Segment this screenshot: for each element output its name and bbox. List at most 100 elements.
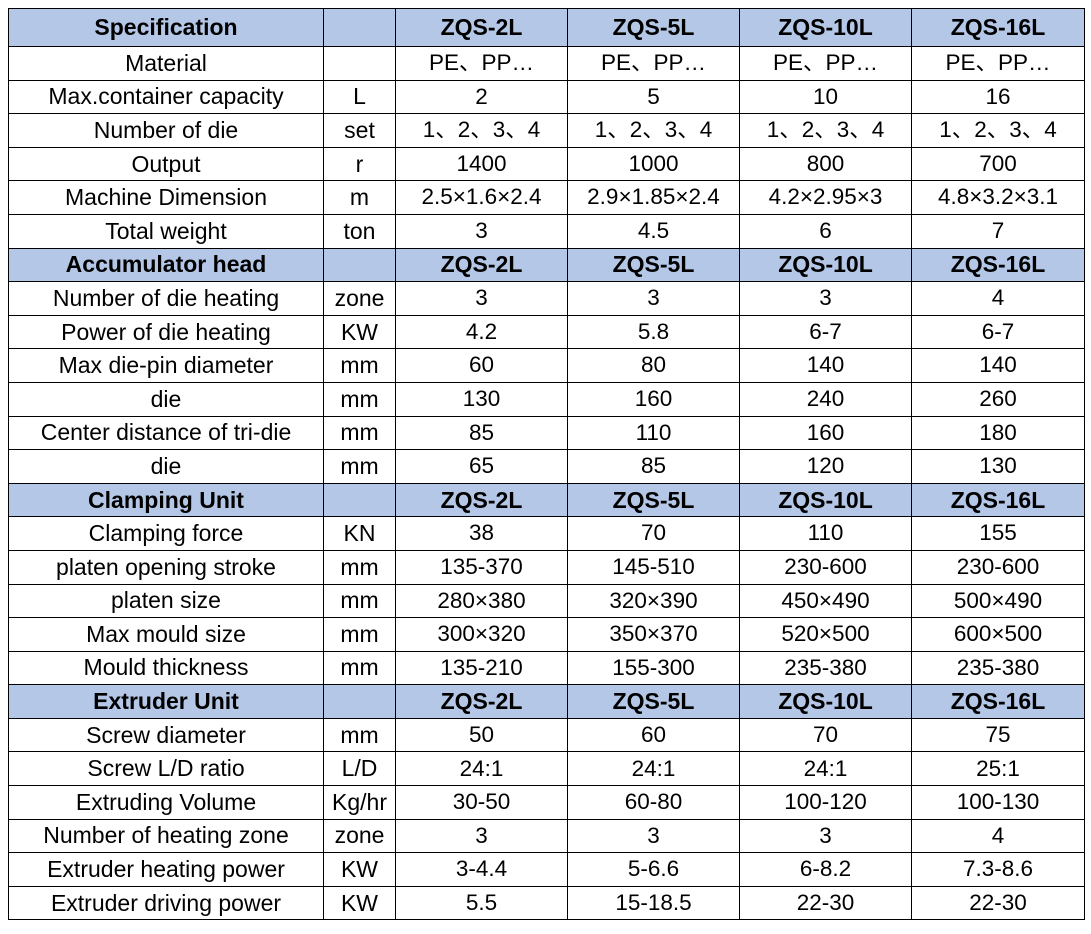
parameter-value: 160 [739, 415, 912, 451]
parameter-value: 4 [911, 818, 1085, 854]
parameter-name: die [8, 449, 324, 484]
parameter-name: die [8, 381, 324, 417]
parameter-value: 300×320 [395, 617, 568, 652]
model-header: ZQS-10L [739, 684, 912, 719]
parameter-name: Extruding Volume [8, 785, 324, 820]
parameter-name: Screw L/D ratio [8, 751, 324, 787]
model-header: ZQS-5L [567, 8, 740, 47]
model-header: ZQS-16L [911, 247, 1085, 283]
section-title: Accumulator head [8, 247, 324, 283]
model-header: ZQS-5L [567, 247, 740, 283]
parameter-unit: mm [323, 381, 396, 417]
parameter-value: 3 [395, 213, 568, 249]
parameter-value: 3 [567, 818, 740, 854]
spec-row: Number of die heating zone 3 3 3 4 [8, 281, 1085, 316]
spec-row: Clamping force KN 38 70 110 155 [8, 516, 1085, 551]
section-unit-header [323, 8, 396, 47]
section-header-row: Specification ZQS-2L ZQS-5L ZQS-10L ZQS-16L [8, 8, 1085, 47]
parameter-unit: mm [323, 717, 396, 753]
model-header: ZQS-10L [739, 482, 912, 518]
parameter-name: platen opening stroke [8, 549, 324, 585]
parameter-value: 3 [739, 281, 912, 316]
parameter-value: 6-8.2 [739, 852, 912, 887]
parameter-value: 22-30 [739, 885, 912, 921]
parameter-value: 70 [739, 717, 912, 753]
parameter-value: 2.9×1.85×2.4 [567, 180, 740, 215]
section-unit-header [323, 684, 396, 719]
parameter-name: Number of die [8, 113, 324, 148]
parameter-name: Max mould size [8, 617, 324, 652]
parameter-value: 4.5 [567, 213, 740, 249]
parameter-value: 110 [739, 516, 912, 551]
parameter-value: 350×370 [567, 617, 740, 652]
parameter-value: 155-300 [567, 650, 740, 686]
parameter-value: 230-600 [739, 549, 912, 585]
section-title: Extruder Unit [8, 684, 324, 719]
parameter-value: 145-510 [567, 549, 740, 585]
parameter-value: 5-6.6 [567, 852, 740, 887]
parameter-value: 1400 [395, 146, 568, 182]
parameter-value: PE、PP… [739, 46, 912, 81]
spec-row: Mould thickness mm 135-210 155-300 235-380 23… [8, 650, 1085, 686]
parameter-value: 38 [395, 516, 568, 551]
parameter-value: 80 [567, 348, 740, 383]
parameter-value: 24:1 [739, 751, 912, 787]
parameter-unit: mm [323, 449, 396, 484]
parameter-value: 3 [739, 818, 912, 854]
model-header: ZQS-10L [739, 8, 912, 47]
parameter-unit: mm [323, 617, 396, 652]
parameter-value: 3 [395, 818, 568, 854]
parameter-value: 135-210 [395, 650, 568, 686]
parameter-value: 4 [911, 281, 1085, 316]
parameter-value: 50 [395, 717, 568, 753]
parameter-name: Mould thickness [8, 650, 324, 686]
parameter-unit: KN [323, 516, 396, 551]
specification-table-body: Specification ZQS-2L ZQS-5L ZQS-10L ZQS-16L M… [8, 8, 1085, 921]
spec-row: platen opening stroke mm 135-370 145-510 230… [8, 549, 1085, 585]
model-header: ZQS-2L [395, 482, 568, 518]
parameter-value: 30-50 [395, 785, 568, 820]
spec-row: die mm 65 85 120 130 [8, 449, 1085, 484]
model-header: ZQS-16L [911, 684, 1085, 719]
parameter-name: Machine Dimension [8, 180, 324, 215]
spec-row: Output r 1400 1000 800 700 [8, 146, 1085, 182]
parameter-value: 140 [739, 348, 912, 383]
parameter-unit: m [323, 180, 396, 215]
parameter-value: 70 [567, 516, 740, 551]
parameter-value: 10 [739, 79, 912, 115]
parameter-value: 2 [395, 79, 568, 115]
spec-row: Power of die heating KW 4.2 5.8 6-7 6-7 [8, 314, 1085, 350]
parameter-value: 130 [911, 449, 1085, 484]
model-header: ZQS-16L [911, 8, 1085, 47]
parameter-name: Extruder driving power [8, 885, 324, 921]
spec-row: Screw L/D ratio L/D 24:1 24:1 24:1 25:1 [8, 751, 1085, 787]
parameter-value: 3 [567, 281, 740, 316]
spec-row: Max mould size mm 300×320 350×370 520×500 600… [8, 617, 1085, 652]
parameter-name: Number of heating zone [8, 818, 324, 854]
spec-row: Material PE、PP… PE、PP… PE、PP… PE、PP… [8, 46, 1085, 81]
parameter-value: PE、PP… [911, 46, 1085, 81]
parameter-value: 7 [911, 213, 1085, 249]
parameter-unit: KW [323, 885, 396, 921]
parameter-value: 240 [739, 381, 912, 417]
parameter-value: PE、PP… [567, 46, 740, 81]
model-header: ZQS-2L [395, 247, 568, 283]
parameter-value: 100-130 [911, 785, 1085, 820]
parameter-value: 130 [395, 381, 568, 417]
parameter-value: 16 [911, 79, 1085, 115]
parameter-value: 500×490 [911, 583, 1085, 619]
parameter-value: 4.8×3.2×3.1 [911, 180, 1085, 215]
parameter-unit: mm [323, 583, 396, 619]
parameter-value: 1、2、3、4 [911, 113, 1085, 148]
model-header: ZQS-5L [567, 482, 740, 518]
section-header-row: Extruder Unit ZQS-2L ZQS-5L ZQS-10L ZQS-16L [8, 684, 1085, 719]
spec-row: Extruding Volume Kg/hr 30-50 60-80 100-120 10… [8, 785, 1085, 820]
parameter-value: PE、PP… [395, 46, 568, 81]
parameter-value: 5.8 [567, 314, 740, 350]
section-title: Clamping Unit [8, 482, 324, 518]
parameter-unit: KW [323, 314, 396, 350]
parameter-unit: r [323, 146, 396, 182]
parameter-unit: zone [323, 281, 396, 316]
parameter-unit: set [323, 113, 396, 148]
parameter-value: 140 [911, 348, 1085, 383]
